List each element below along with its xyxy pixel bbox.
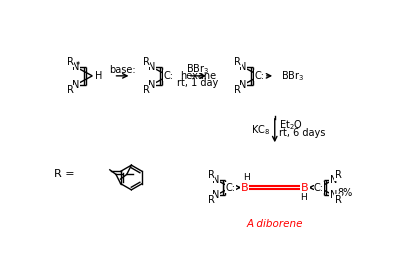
Text: R: R bbox=[67, 85, 74, 95]
Text: H: H bbox=[243, 173, 249, 182]
Text: base:: base: bbox=[109, 66, 135, 75]
Text: Et$_2$O: Et$_2$O bbox=[279, 118, 303, 132]
Text: N: N bbox=[148, 80, 155, 90]
Text: A diborene: A diborene bbox=[246, 219, 303, 229]
Text: 8%: 8% bbox=[337, 188, 352, 198]
Text: R: R bbox=[67, 56, 74, 67]
Text: N: N bbox=[330, 190, 337, 200]
Text: R: R bbox=[234, 85, 241, 95]
Text: R: R bbox=[234, 56, 241, 67]
Text: N: N bbox=[72, 80, 79, 90]
Text: R =: R = bbox=[54, 169, 74, 179]
Text: C:: C: bbox=[314, 183, 324, 192]
Text: R: R bbox=[208, 170, 215, 180]
Text: R: R bbox=[143, 56, 150, 67]
Text: N: N bbox=[239, 80, 247, 90]
Text: R: R bbox=[335, 170, 342, 180]
Text: C:: C: bbox=[163, 71, 173, 81]
Text: N: N bbox=[148, 62, 155, 72]
Text: rt, 1 day: rt, 1 day bbox=[178, 78, 219, 88]
Text: B: B bbox=[301, 183, 309, 192]
Text: R: R bbox=[208, 195, 215, 205]
Text: N: N bbox=[330, 175, 337, 185]
Text: BBr$_3$: BBr$_3$ bbox=[281, 69, 304, 83]
Text: BBr$_3$: BBr$_3$ bbox=[186, 62, 210, 76]
Text: *: * bbox=[76, 61, 80, 70]
Text: hexane: hexane bbox=[180, 71, 216, 81]
Text: H: H bbox=[300, 193, 307, 202]
Text: B: B bbox=[241, 183, 248, 192]
Text: KC$_8$: KC$_8$ bbox=[251, 123, 270, 137]
Text: C:: C: bbox=[255, 71, 265, 81]
Text: N: N bbox=[72, 62, 79, 72]
Text: C:: C: bbox=[226, 183, 236, 192]
Text: N: N bbox=[212, 190, 220, 200]
Text: rt, 6 days: rt, 6 days bbox=[279, 128, 326, 138]
Text: N: N bbox=[212, 175, 220, 185]
Text: H: H bbox=[95, 71, 102, 81]
Text: N: N bbox=[239, 62, 247, 72]
Text: R: R bbox=[335, 195, 342, 205]
Text: R: R bbox=[143, 85, 150, 95]
